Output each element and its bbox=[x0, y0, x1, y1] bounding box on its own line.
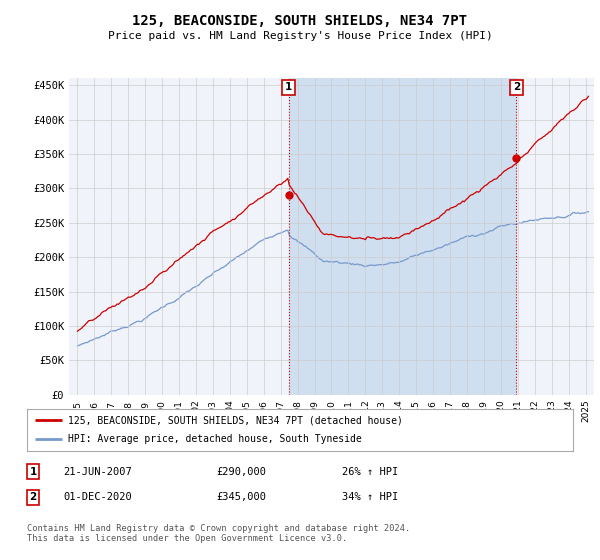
Bar bbox=[289, 78, 517, 395]
Text: 125, BEACONSIDE, SOUTH SHIELDS, NE34 7PT (detached house): 125, BEACONSIDE, SOUTH SHIELDS, NE34 7PT… bbox=[68, 415, 403, 425]
Text: £345,000: £345,000 bbox=[216, 492, 266, 502]
Text: 2: 2 bbox=[513, 82, 520, 92]
Text: 34% ↑ HPI: 34% ↑ HPI bbox=[342, 492, 398, 502]
Text: £290,000: £290,000 bbox=[216, 466, 266, 477]
Text: Price paid vs. HM Land Registry's House Price Index (HPI): Price paid vs. HM Land Registry's House … bbox=[107, 31, 493, 41]
Text: Contains HM Land Registry data © Crown copyright and database right 2024.
This d: Contains HM Land Registry data © Crown c… bbox=[27, 524, 410, 543]
Text: 26% ↑ HPI: 26% ↑ HPI bbox=[342, 466, 398, 477]
Text: 21-JUN-2007: 21-JUN-2007 bbox=[63, 466, 132, 477]
Text: 1: 1 bbox=[29, 466, 37, 477]
Text: HPI: Average price, detached house, South Tyneside: HPI: Average price, detached house, Sout… bbox=[68, 435, 362, 445]
Text: 01-DEC-2020: 01-DEC-2020 bbox=[63, 492, 132, 502]
Text: 2: 2 bbox=[29, 492, 37, 502]
Text: 125, BEACONSIDE, SOUTH SHIELDS, NE34 7PT: 125, BEACONSIDE, SOUTH SHIELDS, NE34 7PT bbox=[133, 14, 467, 28]
Text: 1: 1 bbox=[285, 82, 292, 92]
